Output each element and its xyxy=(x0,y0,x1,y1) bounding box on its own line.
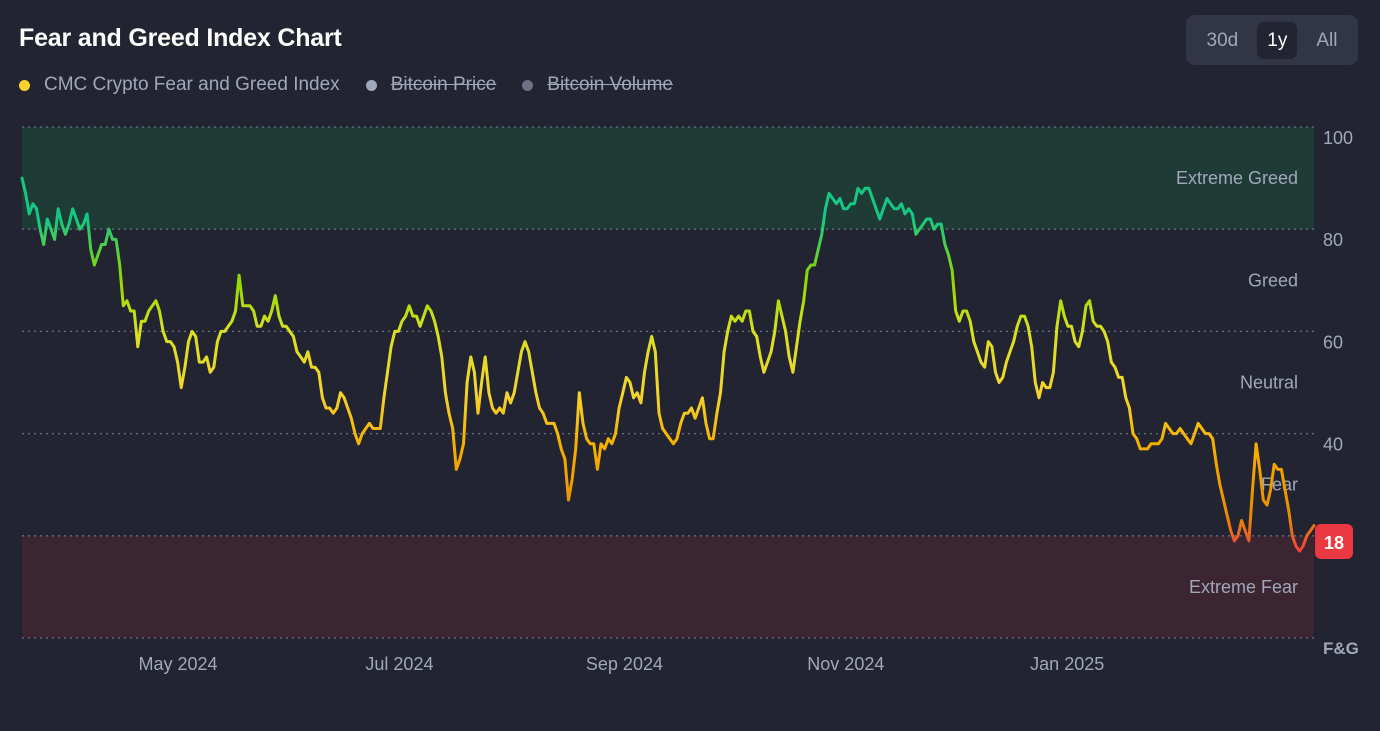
legend-label: Bitcoin Price xyxy=(390,74,497,95)
legend-item-bitcoin-volume[interactable]: Bitcoin Volume xyxy=(522,74,673,96)
tab-30d[interactable]: 30d xyxy=(1206,29,1239,51)
series-line-fear-greed xyxy=(20,176,1316,553)
legend-dot-darkgray xyxy=(522,79,534,91)
y-axis-title: F&G xyxy=(1323,639,1359,658)
zone-label: Greed xyxy=(1248,270,1298,290)
badge-background xyxy=(1315,524,1353,559)
x-tick-label: Nov 2024 xyxy=(807,654,884,674)
zone-label: Extreme Greed xyxy=(1176,168,1298,188)
zone-labels: Extreme Greed Greed Neutral Fear Extreme Fea… xyxy=(1176,168,1298,597)
zone-label: Fear xyxy=(1261,475,1298,495)
y-axis-ticks: 100 80 60 40 xyxy=(1323,128,1353,455)
x-tick-label: Jul 2024 xyxy=(365,654,433,674)
zone-band xyxy=(22,535,1314,638)
legend-label: CMC Crypto Fear and Greed Index xyxy=(44,74,340,95)
x-tick-label: Sep 2024 xyxy=(586,654,663,674)
y-tick-label: 80 xyxy=(1323,230,1343,250)
y-tick-label: 60 xyxy=(1323,332,1343,352)
legend-label: Bitcoin Volume xyxy=(547,74,673,95)
tab-1y[interactable]: 1y xyxy=(1257,21,1298,59)
y-tick-label: 100 xyxy=(1323,128,1353,148)
zone-label: Neutral xyxy=(1240,373,1298,393)
chart-legend: CMC Crypto Fear and Greed Index Bitcoin … xyxy=(19,74,699,96)
legend-dot-yellow xyxy=(19,79,30,91)
chart-title: Fear and Greed Index Chart xyxy=(19,24,342,52)
current-value: 18 xyxy=(1324,533,1344,553)
x-axis-ticks: May 2024 Jul 2024 Sep 2024 Nov 2024 Jan 2025 xyxy=(139,654,1105,674)
zone-label: Extreme Fear xyxy=(1189,577,1298,597)
tab-all[interactable]: All xyxy=(1316,29,1338,51)
zone-band xyxy=(22,127,1314,230)
current-value-badge: 18 xyxy=(1315,524,1353,559)
y-tick-label: 40 xyxy=(1323,435,1343,455)
x-tick-label: Jan 2025 xyxy=(1030,654,1104,674)
x-tick-label: May 2024 xyxy=(139,654,218,674)
legend-item-fear-greed[interactable]: CMC Crypto Fear and Greed Index xyxy=(19,74,340,96)
legend-item-bitcoin-price[interactable]: Bitcoin Price xyxy=(365,74,497,96)
timeframe-tabs: 30d 1y All xyxy=(1186,15,1358,65)
legend-dot-gray xyxy=(365,79,377,91)
zone-bands xyxy=(22,127,1314,638)
